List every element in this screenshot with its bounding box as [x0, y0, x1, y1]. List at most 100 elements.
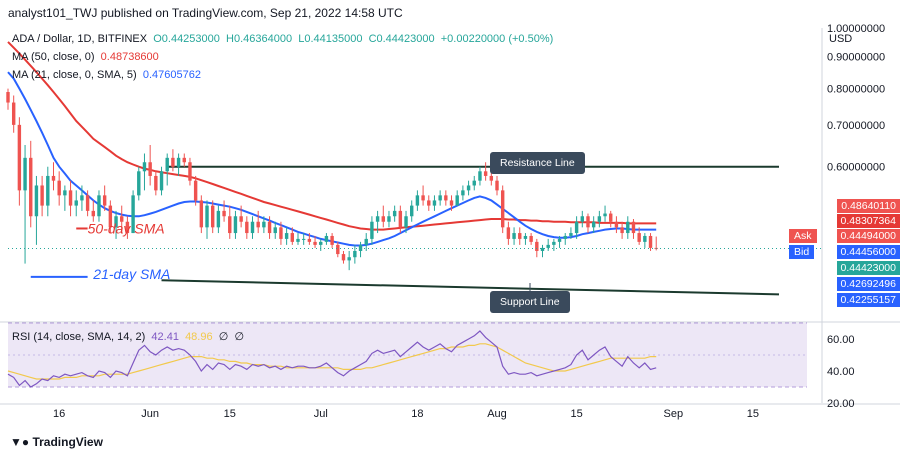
rsi-tick-label: 60.00 — [827, 334, 855, 346]
ma21-annotation: 21-day SMA — [92, 266, 170, 282]
candle-body — [239, 216, 243, 222]
candle-body — [296, 238, 300, 242]
candle-body — [336, 244, 340, 255]
rsi-empty-1: ∅ — [218, 331, 229, 343]
candle-body — [284, 233, 289, 239]
candle-body — [444, 195, 448, 201]
candle-body — [205, 205, 209, 228]
candle-body — [6, 92, 10, 103]
symbol-label[interactable]: ADA / Dollar, 1D, BITFINEX — [12, 33, 148, 45]
candle-body — [427, 200, 431, 206]
price-label-p7: 0.42255157 — [836, 293, 900, 307]
candle-body — [142, 162, 147, 172]
candle-body — [114, 216, 118, 228]
candle-body — [392, 210, 397, 217]
candle-body — [574, 221, 579, 234]
price-label-p2: 0.48307364 — [836, 214, 900, 228]
candle-body — [319, 241, 323, 245]
resistance-callout: Resistance Line — [490, 152, 585, 174]
candle-body — [51, 175, 56, 181]
candle-body — [620, 227, 624, 234]
price-tick-label: 0.60000000 — [827, 162, 885, 174]
tradingview-logo[interactable]: ▼● TradingView — [10, 435, 103, 449]
ma21-legend[interactable]: MA (21, close, 0, SMA, 5) 0.47605762 — [12, 69, 201, 81]
rsi-tick-label: 40.00 — [827, 366, 855, 378]
time-tick-label: Sep — [663, 408, 683, 420]
time-tick-label: 15 — [224, 408, 236, 420]
price-tick-label: 1.00000000 — [827, 23, 885, 35]
candle-body — [171, 157, 175, 167]
candle-body — [643, 235, 647, 242]
last-price-label: 0.44423000 — [836, 261, 900, 275]
rsi-line — [7, 330, 657, 388]
time-tick-label: 15 — [570, 408, 582, 420]
candle-body — [347, 257, 351, 261]
ohlc-legend: ADA / Dollar, 1D, BITFINEX O0.44253000 H… — [12, 33, 553, 45]
candle-body — [330, 235, 334, 245]
price-tick-label: 0.80000000 — [827, 84, 885, 96]
brand-name: TradingView — [32, 435, 103, 449]
candle-body — [273, 227, 277, 234]
price-tick-label: 0.90000000 — [827, 52, 885, 64]
candle-body — [637, 233, 641, 242]
ma50-legend-label: MA (50, close, 0) — [12, 51, 95, 63]
candle-body — [29, 157, 33, 217]
rsi-empty-2: ∅ — [234, 331, 245, 343]
candle-body — [518, 233, 522, 239]
candle-body — [529, 235, 533, 242]
candle-body — [74, 200, 78, 206]
candle-body — [245, 221, 249, 234]
price-label-p6: 0.42692496 — [836, 277, 900, 291]
publish-bar: analyst101_TWJ published on TradingView.… — [0, 0, 900, 26]
time-tick-label: Jun — [141, 408, 159, 420]
candle-body — [381, 216, 385, 222]
candle-body — [455, 195, 459, 206]
candle-body — [40, 185, 44, 206]
candle-body — [120, 216, 124, 222]
candle-body — [125, 221, 130, 234]
candle-body — [466, 185, 471, 191]
candle-body — [17, 124, 22, 191]
candle-body — [11, 102, 16, 125]
candle-body — [626, 221, 630, 234]
candle-body — [631, 221, 636, 234]
candle-body — [228, 216, 232, 234]
candle-body — [353, 250, 357, 258]
candle-body — [364, 238, 368, 245]
candle-body — [421, 195, 425, 201]
candle-body — [472, 180, 476, 186]
support-callout: Support Line — [490, 291, 570, 313]
candle-body — [546, 244, 550, 248]
change-value: +0.00220000 (+0.50%) — [440, 33, 554, 45]
candle-body — [313, 241, 317, 245]
ask-price-label: 0.44494000 — [836, 229, 900, 243]
ma50-legend[interactable]: MA (50, close, 0) 0.48738600 — [12, 51, 159, 63]
candle-body — [34, 185, 39, 217]
rsi-ma-legend-value: 48.96 — [185, 331, 213, 343]
candle-body — [137, 171, 141, 196]
candle-body — [449, 200, 454, 206]
candle-body — [461, 190, 465, 196]
candle-body — [222, 210, 226, 217]
candle-body — [97, 195, 101, 217]
candle-body — [262, 221, 266, 228]
time-tick-label: Aug — [487, 408, 507, 420]
candle-body — [279, 227, 283, 239]
high-value: H0.46364000 — [226, 33, 293, 45]
ma50-annotation: 50-day SMA — [88, 220, 165, 236]
candle-body — [267, 221, 272, 234]
candle-body — [591, 221, 596, 228]
candle-body — [506, 227, 511, 239]
candle-body — [154, 175, 158, 191]
bid-tag: Bid — [789, 245, 815, 259]
candle-body — [410, 205, 414, 217]
candle-body — [176, 157, 181, 167]
candle-body — [404, 216, 408, 228]
rsi-legend[interactable]: RSI (14, close, SMA, 14, 2) 42.41 48.96 … — [12, 330, 244, 343]
candle-body — [182, 157, 186, 163]
close-value: C0.44423000 — [368, 33, 435, 45]
candle-body — [586, 216, 590, 228]
candle-body — [540, 247, 545, 251]
candle-body — [415, 195, 420, 206]
